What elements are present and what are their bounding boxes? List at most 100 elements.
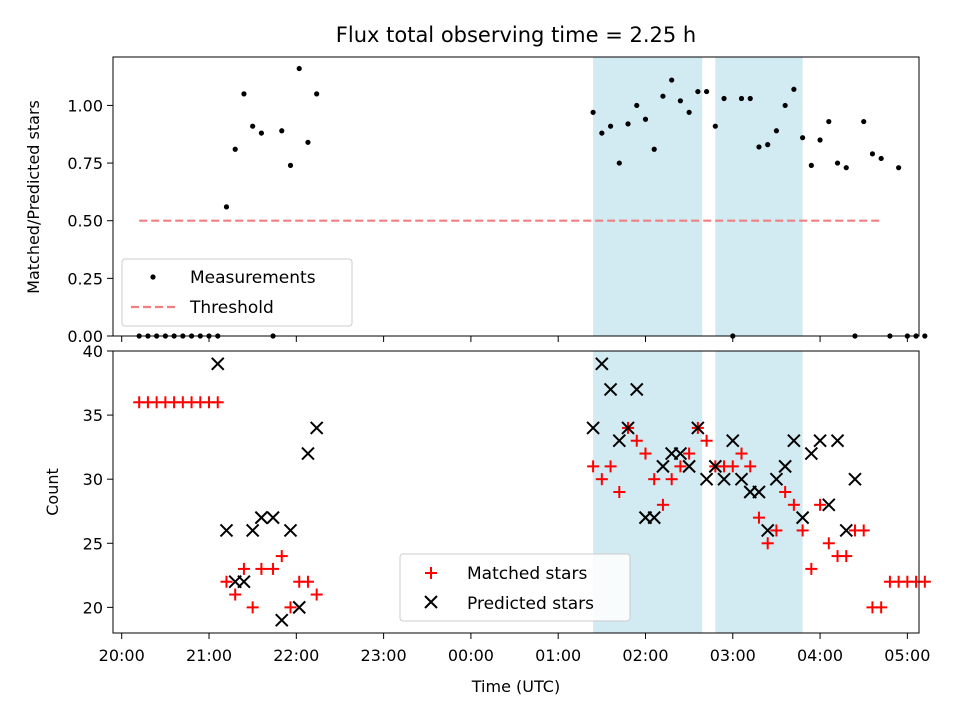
x-tick-label: 05:00 xyxy=(884,646,930,665)
matched-star-point xyxy=(674,460,687,473)
predicted-star-point xyxy=(673,446,688,461)
predicted-star-point xyxy=(283,523,298,538)
predicted-star-point xyxy=(219,523,234,538)
predicted-star-point xyxy=(656,459,670,474)
matched-star-point xyxy=(220,575,233,588)
predicted-star-point xyxy=(245,523,260,538)
bottom-y-axis: 20 25 30 35 40 xyxy=(83,342,113,617)
matched-star-point xyxy=(211,396,224,409)
measurement-point xyxy=(660,93,666,99)
predicted-star-point xyxy=(848,472,862,486)
matched-star-point xyxy=(744,460,757,473)
top-legend-box xyxy=(121,258,353,327)
measurement-point xyxy=(642,116,649,122)
matched-star-point xyxy=(857,524,870,537)
predicted-star-point xyxy=(699,472,714,486)
measurement-point xyxy=(590,109,596,115)
y-tick-label: 35 xyxy=(83,406,103,425)
matched-star-point xyxy=(587,460,600,473)
measurement-point xyxy=(826,118,832,125)
top-y-label: Matched/Predicted stars xyxy=(24,100,43,294)
matched-star-point xyxy=(787,498,800,511)
y-tick-label: 0.50 xyxy=(67,212,103,231)
top-series xyxy=(136,65,928,339)
matched-star-point xyxy=(639,447,652,460)
bottom-y-label: Count xyxy=(43,468,62,516)
predicted-star-point xyxy=(603,382,618,397)
measurement-point xyxy=(599,130,605,136)
measurement-point xyxy=(686,109,692,115)
predicted-star-point xyxy=(760,523,775,538)
x-tick-label: 20:00 xyxy=(99,646,145,665)
measurement-point xyxy=(808,162,814,168)
bottom-x-axis: 20:00 21:00 22:00 23:00 00:00 01:00 02:00 03:00… xyxy=(99,633,930,665)
matched-star-point xyxy=(648,473,661,486)
x-tick-label: 01:00 xyxy=(535,646,581,665)
bottom-legend: Matched stars Predicted stars xyxy=(399,553,631,622)
measurement-point xyxy=(625,121,631,127)
matched-star-point xyxy=(604,460,617,473)
y-tick-label: 0.25 xyxy=(67,269,103,288)
predicted-star-point xyxy=(822,498,836,512)
y-tick-label: 40 xyxy=(83,342,103,361)
predicted-star-point xyxy=(621,421,635,435)
predicted-star-point xyxy=(237,575,251,589)
measurement-point xyxy=(782,102,788,109)
matched-star-point xyxy=(700,434,713,447)
measurement-point xyxy=(703,88,710,95)
x-tick-label: 04:00 xyxy=(797,646,843,665)
predicted-star-point xyxy=(717,472,731,486)
matched-star-point xyxy=(630,434,643,447)
y-tick-label: 30 xyxy=(83,470,103,489)
measurement-point xyxy=(712,123,718,129)
matched-star-point xyxy=(595,473,608,486)
measurement-point xyxy=(223,204,230,210)
measurement-point xyxy=(721,95,727,102)
predicted-star-point xyxy=(813,434,827,448)
predicted-star-point xyxy=(266,510,280,525)
predicted-star-point xyxy=(830,434,845,448)
matched-star-point xyxy=(726,460,739,473)
top-panel: 0.00 0.25 0.50 0.75 1.00 Flux total observin… xyxy=(24,23,928,346)
x-tick-label: 23:00 xyxy=(361,646,407,665)
x-tick-label: 00:00 xyxy=(448,646,494,665)
predicted-star-point xyxy=(787,434,801,448)
measurement-point xyxy=(279,128,285,134)
matched-star-point xyxy=(284,601,297,614)
top-shaded-spans xyxy=(593,57,803,336)
predicted-star-point xyxy=(839,523,853,538)
matched-star-point xyxy=(840,550,853,563)
measurement-point xyxy=(695,88,701,95)
predicted-star-point xyxy=(804,446,819,461)
matched-star-point xyxy=(229,588,242,601)
top-legend: Measurements Threshold xyxy=(121,258,353,327)
measurement-point xyxy=(765,142,771,148)
predicted-star-point xyxy=(309,421,324,435)
measurement-point xyxy=(747,95,753,102)
matched-star-point xyxy=(822,537,835,550)
matched-star-point xyxy=(246,601,259,614)
measurement-point xyxy=(634,102,640,109)
measurement-point xyxy=(756,144,762,150)
measurement-point xyxy=(817,137,823,143)
y-tick-label: 25 xyxy=(83,534,103,553)
measurement-point xyxy=(878,155,884,162)
measurement-point xyxy=(800,135,806,141)
predicted-star-point xyxy=(301,446,315,461)
matched-star-point xyxy=(779,486,792,498)
measurement-point xyxy=(314,91,320,97)
shaded-span-1 xyxy=(715,57,803,336)
measurement-point xyxy=(250,123,256,129)
legend-matched-label: Matched stars xyxy=(467,564,587,584)
matched-star-point xyxy=(237,562,250,575)
predicted-star-point xyxy=(586,421,600,435)
measurement-point xyxy=(616,160,622,166)
measurement-point xyxy=(232,146,238,152)
measurement-point xyxy=(669,77,675,83)
matched-star-point xyxy=(805,562,818,575)
predicted-star-point xyxy=(211,357,225,371)
measurement-point xyxy=(861,118,867,125)
predicted-star-point xyxy=(769,472,784,486)
predicted-star-point xyxy=(708,459,723,474)
x-tick-label: 03:00 xyxy=(710,646,756,665)
